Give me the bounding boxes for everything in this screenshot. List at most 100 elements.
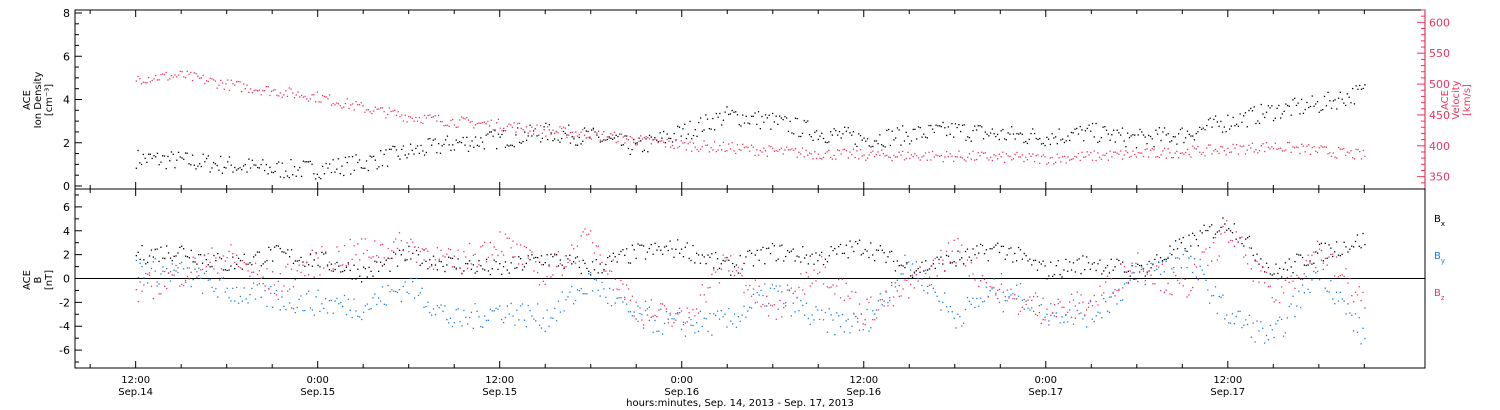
ion-density-series-point xyxy=(253,164,255,166)
by-series-point xyxy=(431,314,433,316)
bx-series-point xyxy=(938,258,940,261)
bz-series-point xyxy=(1014,294,1016,296)
bz-series-point xyxy=(851,290,853,293)
ion-density-series-point xyxy=(381,165,384,167)
bz-series-point xyxy=(885,290,887,292)
bz-series-point xyxy=(1262,265,1264,268)
by-series-point xyxy=(821,309,823,311)
bz-series-point xyxy=(1356,294,1359,296)
bz-series-point xyxy=(974,279,976,281)
velocity-series-point xyxy=(181,70,183,73)
velocity-series-point xyxy=(504,130,507,132)
bx-series-point xyxy=(448,256,450,258)
velocity-series-point xyxy=(714,141,716,143)
ion-density-series-point xyxy=(1294,97,1296,99)
ion-density-series-point xyxy=(1343,102,1345,104)
by-series-point xyxy=(843,331,845,333)
by-series-point xyxy=(976,297,978,300)
bz-series-point xyxy=(205,265,207,268)
ion-density-series-point xyxy=(383,153,385,155)
velocity-series-point xyxy=(1056,153,1058,155)
ion-density-series-point xyxy=(1155,129,1157,131)
ion-density-series-point xyxy=(211,167,213,169)
bx-series-point xyxy=(1023,252,1025,255)
bx-series-point xyxy=(889,251,891,253)
ion-density-series-point xyxy=(155,156,157,158)
by-series-point xyxy=(385,304,387,306)
velocity-series-point xyxy=(1060,161,1062,163)
velocity-series-point xyxy=(1044,156,1046,158)
bx-series-point xyxy=(832,249,834,252)
by-series-point xyxy=(1122,299,1124,301)
bx-series-point xyxy=(427,268,429,270)
bx-series-point xyxy=(1116,258,1118,260)
bz-series-point xyxy=(162,270,164,272)
velocity-series-point xyxy=(736,144,739,146)
velocity-series-point xyxy=(1290,151,1292,153)
bz-series-point xyxy=(1046,308,1048,310)
velocity-series-point xyxy=(759,149,761,152)
by-series-point xyxy=(491,310,493,312)
velocity-series-point xyxy=(1086,151,1088,153)
by-series-point xyxy=(1330,280,1332,282)
bx-series-point xyxy=(1284,262,1287,264)
velocity-series-point xyxy=(496,122,498,124)
by-series-point xyxy=(675,313,677,315)
bz-series-point xyxy=(824,266,827,268)
by-series-point xyxy=(181,261,183,264)
ion-density-series-point xyxy=(958,124,960,126)
bz-series-point xyxy=(1281,286,1283,288)
bx-series-point xyxy=(1351,245,1353,247)
bx-series-point xyxy=(773,245,775,247)
ion-density-series-point xyxy=(376,168,378,170)
ion-density-series-point xyxy=(1306,101,1308,104)
velocity-series-point xyxy=(946,151,948,153)
by-series-point xyxy=(1103,298,1105,300)
ion-density-series-point xyxy=(1246,126,1248,128)
by-series-point xyxy=(911,263,914,265)
velocity-series-point xyxy=(300,94,303,97)
ion-density-series-point xyxy=(998,138,1000,141)
by-series-point xyxy=(896,279,898,281)
ion-density-series-point xyxy=(740,125,742,127)
bz-series-point xyxy=(514,256,516,258)
by-series-point xyxy=(527,304,529,307)
ion-density-series-point xyxy=(399,158,401,160)
velocity-series-point xyxy=(242,83,245,85)
velocity-series-point xyxy=(1364,155,1366,157)
velocity-series-point xyxy=(179,70,181,72)
bx-series-point xyxy=(764,263,766,265)
by-series-point xyxy=(544,330,546,332)
legend-entry: Bz xyxy=(1434,288,1445,302)
velocity-series-point xyxy=(610,133,612,135)
ion-density-series-point xyxy=(1040,143,1043,145)
velocity-series-point xyxy=(1311,146,1313,149)
bz-series-point xyxy=(319,274,321,276)
ion-density-series-point xyxy=(1160,139,1162,142)
bx-series-point xyxy=(766,247,768,250)
ion-density-series-point xyxy=(975,129,978,131)
bz-series-point xyxy=(1103,292,1105,294)
velocity-series-point xyxy=(794,147,797,150)
bx-series-point xyxy=(478,260,480,262)
velocity-series-point xyxy=(431,116,433,118)
bx-series-point xyxy=(1008,248,1010,250)
bz-series-point xyxy=(989,285,991,288)
bz-series-point xyxy=(224,260,226,262)
by-series-point xyxy=(790,315,792,317)
ion-density-series-point xyxy=(965,139,967,141)
ion-density-series-point xyxy=(362,167,364,169)
velocity-series-point xyxy=(369,111,371,113)
ion-density-series-point xyxy=(1062,138,1064,140)
velocity-series-point xyxy=(738,148,740,151)
by-series-point xyxy=(1127,282,1129,285)
bx-series-point xyxy=(567,258,569,260)
by-series-point xyxy=(396,291,399,294)
by-series-point xyxy=(370,308,372,310)
velocity-series-point xyxy=(914,153,916,155)
ion-density-series-point xyxy=(139,162,141,164)
bz-series-point xyxy=(1349,278,1351,280)
by-series-point xyxy=(822,319,825,321)
bz-series-point xyxy=(1084,314,1086,316)
ion-density-series-point xyxy=(1241,121,1243,123)
